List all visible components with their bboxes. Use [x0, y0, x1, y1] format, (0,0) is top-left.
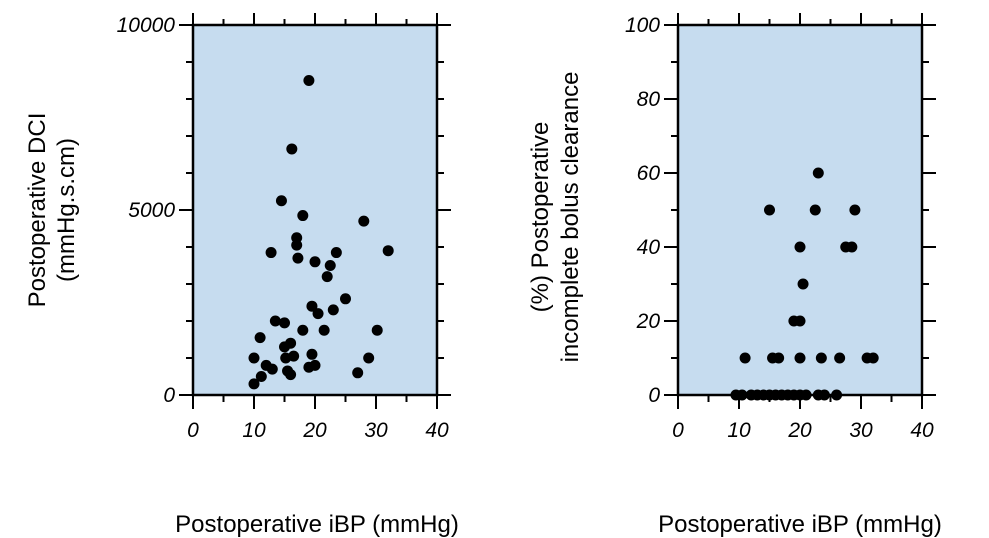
x-tick-label: 20: [787, 419, 812, 442]
data-point: [321, 271, 333, 283]
dci-scatter-panel: 0 10 20 30 40 0 5000 10000 Postoperative iBP (m…: [24, 13, 459, 538]
data-point: [834, 352, 846, 364]
x-tick-label: 0: [187, 419, 199, 442]
data-point: [279, 317, 290, 329]
data-point: [794, 241, 806, 253]
data-point: [327, 304, 339, 316]
tick-labels: 0 10 20 30 40 0 5000 10000: [117, 14, 449, 442]
y-tick-label: 40: [637, 236, 661, 259]
plot-area: [678, 25, 922, 395]
data-point: [288, 350, 300, 362]
data-point: [324, 260, 336, 271]
y-axis-title-line-1: (%) Postoperative: [527, 122, 554, 313]
data-point: [275, 195, 287, 207]
data-point: [248, 352, 260, 364]
data-point: [297, 210, 309, 222]
data-point: [312, 308, 324, 320]
y-axis-title-line-2: (mmHg.s.cm): [53, 138, 80, 282]
data-point: [306, 300, 318, 312]
x-tick-label: 30: [849, 419, 873, 442]
x-tick-label: 20: [302, 419, 327, 442]
data-point: [358, 215, 370, 227]
tick-labels: 0 10 20 30 40 0 20 40 60 80 100: [625, 14, 934, 442]
data-point: [846, 241, 858, 253]
data-point: [352, 367, 364, 379]
data-point: [773, 352, 785, 364]
data-point: [255, 371, 267, 382]
data-point: [292, 252, 304, 264]
data-points: [248, 75, 394, 390]
data-point: [739, 352, 751, 364]
y-tick-label: 100: [625, 14, 660, 37]
data-point: [371, 324, 383, 336]
data-point: [363, 352, 375, 364]
x-tick-label: 30: [364, 419, 388, 442]
data-point: [254, 332, 266, 344]
y-tick-label: 20: [636, 310, 661, 333]
y-axis-title-line-2: incomplete bolus clearance: [557, 72, 584, 363]
x-axis-title: Postoperative iBP (mmHg): [175, 511, 459, 538]
y-tick-label: 5000: [128, 199, 175, 222]
y-axis-title-line-1: Postoperative DCI: [24, 113, 51, 308]
x-tick-label: 10: [727, 419, 751, 442]
data-point: [318, 324, 330, 336]
data-point: [309, 256, 321, 268]
data-point: [797, 278, 809, 290]
plot-area: [193, 25, 437, 395]
plot-frame: [676, 23, 924, 397]
data-point: [764, 204, 775, 216]
data-point: [809, 204, 821, 216]
data-point: [266, 363, 278, 375]
data-point: [794, 315, 806, 327]
x-tick-label: 10: [242, 419, 266, 442]
bolus-clearance-scatter-panel: 0 10 20 30 40 0 20 40 60 80 100 Postoperative iBP …: [527, 13, 942, 538]
data-point: [812, 167, 824, 179]
data-point: [340, 293, 351, 305]
data-point: [330, 247, 342, 259]
y-tick-label: 60: [637, 162, 661, 185]
data-point: [309, 359, 321, 371]
data-point: [794, 352, 806, 364]
y-tick-label: 0: [648, 384, 660, 407]
data-point: [291, 239, 303, 251]
data-point: [297, 324, 309, 336]
data-point: [285, 337, 297, 349]
data-point: [248, 378, 260, 390]
data-point: [849, 204, 861, 216]
y-tick-label: 0: [163, 384, 175, 407]
data-point: [382, 245, 394, 257]
x-tick-label: 40: [910, 419, 934, 442]
data-point: [867, 352, 879, 364]
data-point: [306, 348, 318, 360]
x-tick-label: 40: [425, 419, 449, 442]
data-point: [265, 247, 277, 259]
x-axis-title: Postoperative iBP (mmHg): [658, 511, 942, 538]
y-tick-label: 10000: [117, 14, 176, 37]
data-point: [815, 352, 827, 364]
plot-frame: [191, 23, 439, 397]
data-point: [285, 369, 297, 381]
data-point: [303, 75, 315, 86]
data-point: [286, 143, 298, 155]
data-point: [269, 315, 281, 327]
x-tick-label: 0: [672, 419, 684, 442]
y-tick-label: 80: [637, 88, 661, 111]
